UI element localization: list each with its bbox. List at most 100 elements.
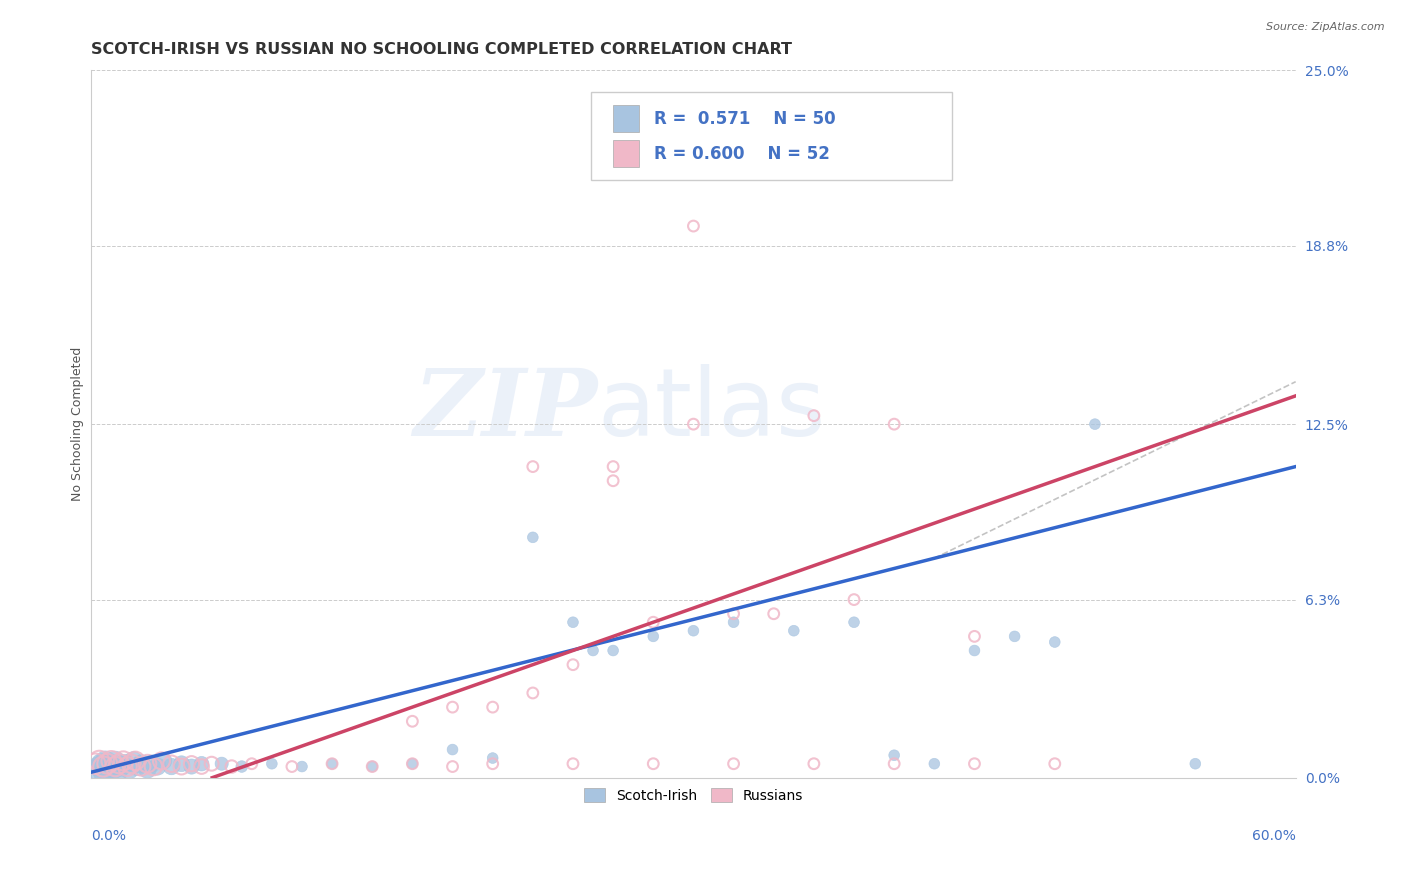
Point — [963, 643, 986, 657]
Point — [643, 615, 665, 630]
Point — [291, 759, 314, 773]
Point — [260, 756, 283, 771]
Point — [201, 756, 224, 771]
Point — [562, 615, 585, 630]
Point — [122, 754, 145, 768]
Point — [723, 607, 745, 621]
Point — [1184, 756, 1206, 771]
Point — [602, 459, 624, 474]
Point — [401, 756, 423, 771]
Point — [190, 759, 212, 773]
Point — [108, 756, 131, 771]
Point — [231, 759, 253, 773]
Point — [240, 756, 263, 771]
Point — [481, 700, 503, 714]
Point — [118, 763, 141, 777]
Point — [723, 756, 745, 771]
Point — [96, 763, 118, 777]
Point — [803, 409, 825, 423]
Point — [89, 754, 111, 768]
Point — [1043, 635, 1066, 649]
Point — [100, 756, 122, 771]
Point — [883, 756, 905, 771]
Point — [321, 756, 343, 771]
Point — [441, 759, 464, 773]
Point — [221, 759, 243, 773]
Point — [522, 459, 544, 474]
Point — [1084, 417, 1107, 432]
Point — [86, 763, 108, 777]
Point — [117, 759, 139, 773]
Text: R =  0.571    N = 50: R = 0.571 N = 50 — [654, 110, 835, 128]
Point — [281, 759, 304, 773]
Point — [682, 417, 704, 432]
Point — [211, 756, 233, 771]
Point — [104, 754, 127, 768]
Point — [481, 756, 503, 771]
Point — [963, 756, 986, 771]
Point — [112, 754, 135, 768]
Point — [883, 748, 905, 763]
Point — [124, 754, 146, 768]
Point — [142, 759, 165, 773]
Point — [170, 759, 193, 773]
Point — [100, 754, 122, 768]
Point — [90, 756, 112, 771]
Point — [401, 714, 423, 729]
Point — [783, 624, 806, 638]
Point — [91, 759, 114, 773]
Text: Source: ZipAtlas.com: Source: ZipAtlas.com — [1267, 22, 1385, 32]
Text: atlas: atlas — [598, 364, 825, 456]
Point — [643, 756, 665, 771]
Point — [180, 759, 202, 773]
Point — [150, 754, 173, 768]
Point — [883, 417, 905, 432]
Point — [84, 756, 107, 771]
Text: SCOTCH-IRISH VS RUSSIAN NO SCHOOLING COMPLETED CORRELATION CHART: SCOTCH-IRISH VS RUSSIAN NO SCHOOLING COM… — [91, 42, 792, 57]
Point — [190, 756, 212, 771]
Point — [94, 754, 117, 768]
Point — [481, 751, 503, 765]
Point — [160, 756, 183, 771]
Text: 60.0%: 60.0% — [1251, 829, 1296, 843]
Point — [401, 756, 423, 771]
Point — [321, 756, 343, 771]
Point — [136, 763, 159, 777]
Point — [96, 756, 118, 771]
Text: ZIP: ZIP — [413, 365, 598, 455]
Point — [441, 700, 464, 714]
Point — [89, 759, 111, 773]
Point — [963, 629, 986, 643]
Point — [361, 759, 384, 773]
Point — [91, 765, 114, 780]
Point — [842, 592, 865, 607]
Y-axis label: No Schooling Completed: No Schooling Completed — [72, 347, 84, 501]
Point — [103, 763, 125, 777]
Point — [104, 759, 127, 773]
Point — [582, 643, 605, 657]
Point — [1043, 756, 1066, 771]
Point — [562, 756, 585, 771]
Point — [562, 657, 585, 672]
Point — [602, 474, 624, 488]
Point — [131, 756, 153, 771]
FancyBboxPatch shape — [591, 92, 952, 180]
Point — [110, 759, 132, 773]
Text: 0.0%: 0.0% — [91, 829, 127, 843]
Point — [120, 756, 142, 771]
Point — [522, 686, 544, 700]
Point — [522, 530, 544, 544]
Point — [682, 624, 704, 638]
Point — [441, 742, 464, 756]
Point — [643, 629, 665, 643]
Point — [160, 759, 183, 773]
Bar — [613, 140, 640, 168]
Point — [1004, 629, 1026, 643]
Text: R = 0.600    N = 52: R = 0.600 N = 52 — [654, 145, 830, 163]
Point — [180, 756, 202, 771]
Point — [361, 759, 384, 773]
Point — [602, 643, 624, 657]
Legend: Scotch-Irish, Russians: Scotch-Irish, Russians — [576, 781, 810, 810]
Point — [762, 607, 785, 621]
Point — [723, 615, 745, 630]
